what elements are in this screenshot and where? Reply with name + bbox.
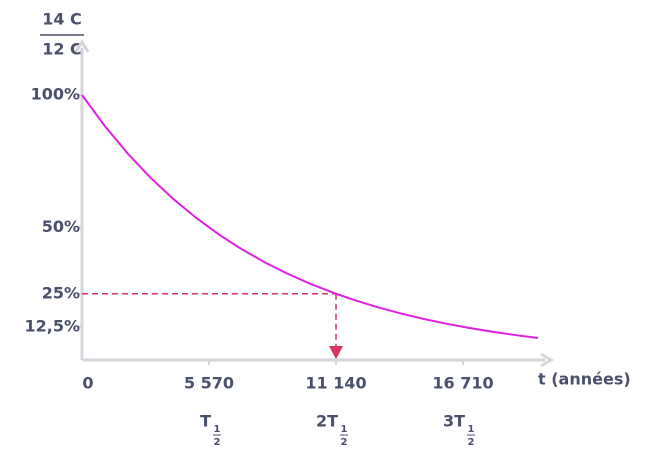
x-tick-label: 11 140 [305,374,366,393]
half-life-den: 2 [214,437,221,448]
y-label-numerator: 14 C [42,10,82,29]
y-tick-label: 100% [31,85,80,104]
half-life-label: 2T [316,412,338,431]
half-life-label: 3T [443,412,465,431]
curve [81,94,539,339]
x-tick-label: 0 [82,374,93,393]
x-axis-arrow [540,352,554,368]
half-life-num: 1 [341,424,348,435]
x-tick-label: 5 570 [184,374,234,393]
y-tick-label: 12,5% [24,316,80,335]
half-life-label: T [200,412,211,431]
half-life-den: 2 [468,437,475,448]
half-life-den: 2 [341,437,348,448]
y-tick-label: 25% [42,283,80,302]
y-label-denominator: 12 C [42,40,82,59]
half-life-num: 1 [214,424,221,435]
x-tick-label: 16 710 [432,374,493,393]
x-label: t (années) [538,370,631,389]
guide-arrow [328,346,343,359]
y-tick-label: 50% [42,217,80,236]
y-axis-arrow [74,39,90,53]
half-life-num: 1 [468,424,475,435]
